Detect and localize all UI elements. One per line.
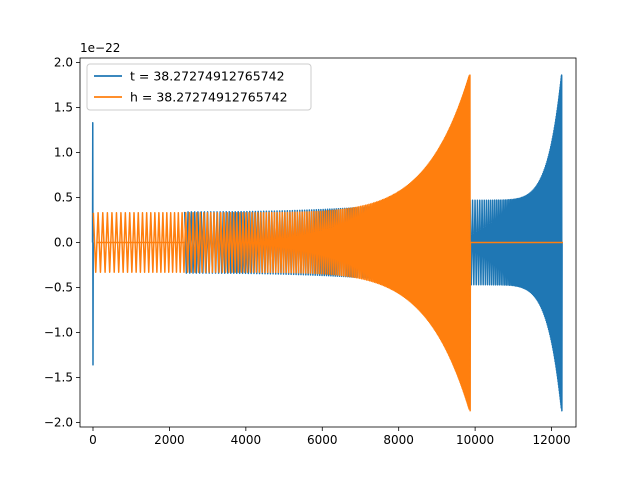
series-layer [91, 74, 564, 412]
series-h-merger-spike [468, 74, 472, 412]
series-t-initial-spike [91, 122, 94, 366]
x-tick-label: 8000 [383, 433, 414, 447]
legend-entry-label: h = 38.27274912765742 [130, 90, 288, 105]
legend-box [86, 63, 312, 111]
x-tick-label: 10000 [456, 433, 494, 447]
y-tick-label: 0.0 [54, 236, 73, 250]
y-tick-label: 1.5 [54, 101, 73, 115]
x-tick-label: 12000 [532, 433, 570, 447]
x-tick-label: 4000 [231, 433, 262, 447]
y-tick-label: −2.0 [44, 416, 73, 430]
series-h-chirp [92, 75, 471, 410]
y-offset-label: 1e−22 [80, 41, 120, 55]
y-tick-label: −0.5 [44, 281, 73, 295]
x-tick-label: 0 [89, 433, 97, 447]
legend: t = 38.27274912765742 h = 38.272749127657… [86, 63, 312, 111]
y-tick-label: 0.5 [54, 191, 73, 205]
y-tick-label: 1.0 [54, 146, 73, 160]
series-t-chirp [466, 75, 563, 409]
x-tick-label: 2000 [154, 433, 185, 447]
y-tick-label: −1.5 [44, 371, 73, 385]
legend-entry-label: t = 38.27274912765742 [130, 69, 285, 84]
y-tick-label: 2.0 [54, 56, 73, 70]
y-tick-label: −1.0 [44, 326, 73, 340]
axes-layer: 0 2000 4000 6000 8000 10000 12000 −2.0 −1.5 −1.0 −… [44, 56, 577, 447]
x-tick-label: 6000 [307, 433, 338, 447]
